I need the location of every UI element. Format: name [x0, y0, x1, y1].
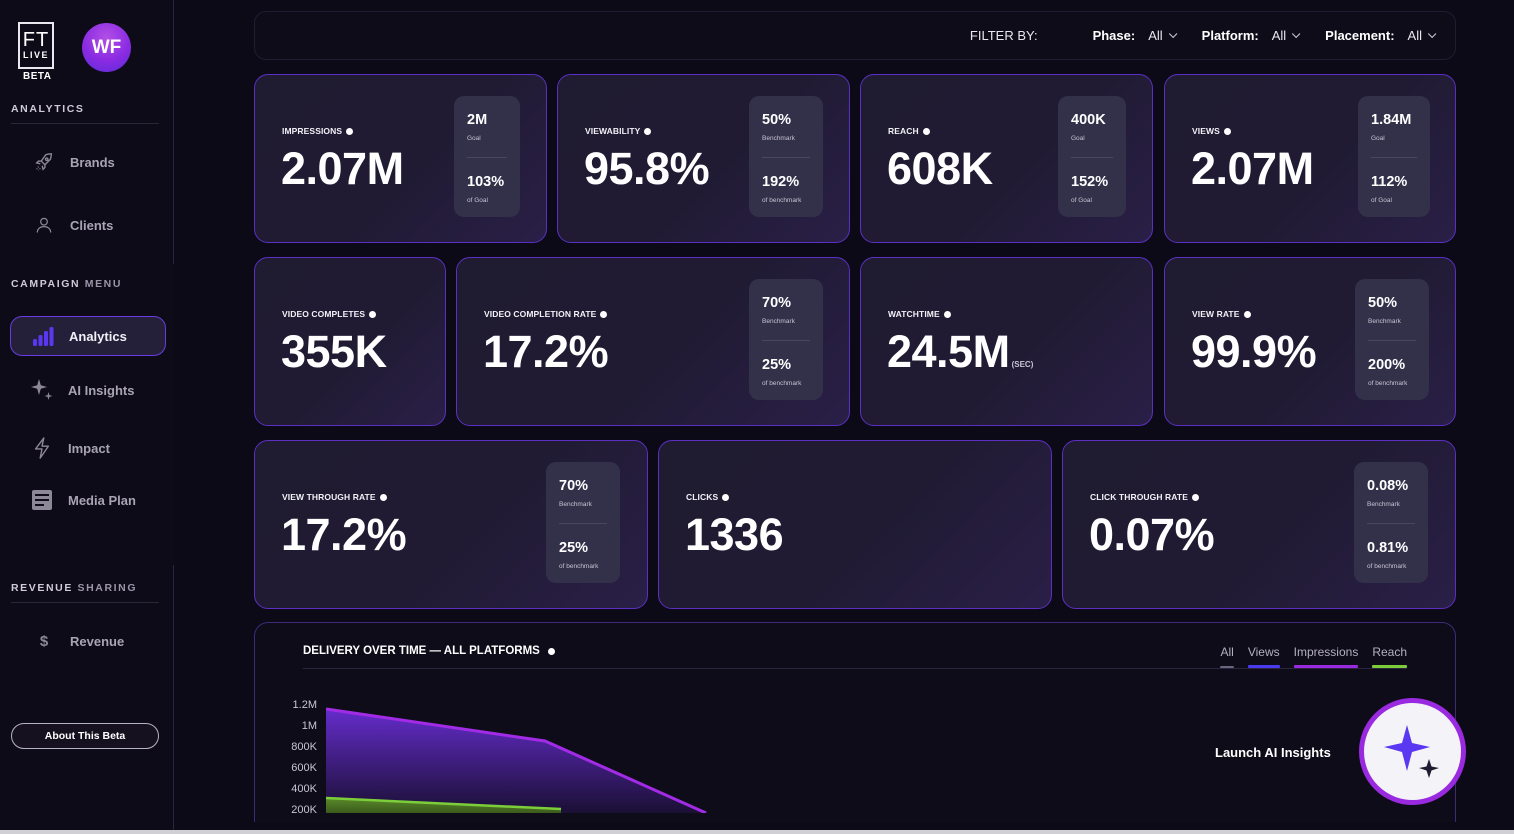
sidebar-item-clients[interactable]: Clients	[10, 205, 166, 245]
metric-value: 95.8%	[584, 143, 710, 194]
info-icon[interactable]	[346, 127, 354, 135]
rocket-icon	[32, 150, 56, 174]
metric-card-impressions: IMPRESSIONS 2.07M 2M Goal 103% of Goal	[254, 74, 547, 243]
phase-filter-dropdown[interactable]: Phase: All	[1093, 28, 1178, 43]
document-icon	[30, 488, 54, 512]
user-icon	[32, 213, 56, 237]
chevron-down-icon	[1168, 29, 1178, 38]
info-icon[interactable]	[369, 310, 377, 318]
chart-title: DELIVERY OVER TIME — ALL PLATFORMS	[303, 645, 555, 657]
lightning-icon	[30, 436, 54, 460]
section-title-campaign-menu: CAMPAIGN MENU	[11, 278, 123, 290]
section-title-analytics: ANALYTICS	[11, 103, 85, 115]
bar-chart-icon	[31, 324, 55, 348]
reach-line	[326, 796, 562, 811]
sidebar: FT LIVE BETA WF ANALYTICS Brands Clients…	[0, 0, 174, 834]
beta-badge: BETA	[23, 71, 52, 82]
sparkle-icon	[30, 378, 54, 402]
sidebar-item-media-plan[interactable]: Media Plan	[10, 480, 166, 520]
benchmark-panel: 0.08% Benchmark 0.81% of benchmark	[1354, 462, 1428, 583]
platform-filter-dropdown[interactable]: Platform: All	[1202, 28, 1301, 43]
metric-value: 608K	[887, 143, 993, 194]
launch-ai-insights-label[interactable]: Launch AI Insights	[1215, 745, 1331, 760]
window-bottom-edge	[0, 830, 1514, 834]
filter-by-label: FILTER BY:	[969, 28, 1038, 43]
metric-card-clicks: CLICKS 1336	[658, 440, 1052, 609]
sidebar-item-revenue[interactable]: $ Revenue	[10, 621, 166, 661]
ft-live-logo[interactable]: FT LIVE	[18, 22, 54, 69]
info-icon[interactable]	[1243, 310, 1251, 318]
y-axis: 1.2M 1M 800K 600K 400K 200K	[291, 699, 317, 816]
sidebar-item-ai-insights[interactable]: AI Insights	[10, 370, 166, 410]
info-icon[interactable]	[943, 310, 951, 318]
benchmark-panel: 50% Benchmark 200% of benchmark	[1355, 279, 1429, 400]
delivery-chart-panel: DELIVERY OVER TIME — ALL PLATFORMS All V…	[254, 622, 1456, 822]
sparkle-icon	[1383, 724, 1439, 778]
impressions-area	[326, 709, 706, 813]
legend-views[interactable]: Views	[1247, 645, 1280, 668]
metric-value: 17.2%	[483, 326, 609, 377]
sidebar-item-analytics[interactable]: Analytics	[10, 316, 166, 356]
chart-legend: All Views Impressions Reach	[1206, 645, 1407, 668]
info-icon[interactable]	[379, 493, 387, 501]
goal-panel: 2M Goal 103% of Goal	[454, 96, 520, 217]
section-divider	[11, 602, 159, 603]
goal-panel: 400K Goal 152% of Goal	[1058, 96, 1126, 217]
legend-reach[interactable]: Reach	[1372, 645, 1407, 668]
sidebar-item-brands[interactable]: Brands	[10, 142, 166, 182]
filter-bar: FILTER BY: Phase: All Platform: All Plac…	[254, 11, 1456, 60]
about-beta-button[interactable]: About This Beta	[11, 723, 159, 749]
metric-value: 0.07%	[1089, 509, 1215, 560]
placement-filter-dropdown[interactable]: Placement: All	[1325, 28, 1437, 43]
metric-card-click-through-rate: CLICK THROUGH RATE 0.07% 0.08% Benchmark…	[1062, 440, 1456, 609]
goal-panel: 1.84M Goal 112% of Goal	[1358, 96, 1430, 217]
legend-all[interactable]: All	[1220, 645, 1234, 668]
delivery-area-chart	[326, 707, 707, 813]
metric-card-video-completes: VIDEO COMPLETES 355K	[254, 257, 446, 426]
info-icon[interactable]	[547, 647, 555, 655]
metric-card-view-rate: VIEW RATE 99.9% 50% Benchmark 200% of be…	[1164, 257, 1456, 426]
section-divider	[11, 123, 159, 124]
metric-value: 24.5M (SEC)	[887, 326, 1034, 377]
impressions-line	[326, 707, 707, 813]
info-icon[interactable]	[600, 310, 608, 318]
metric-card-views: VIEWS 2.07M 1.84M Goal 112% of Goal	[1164, 74, 1456, 243]
metric-value: 17.2%	[281, 509, 407, 560]
metric-value: 2.07M	[281, 143, 404, 194]
benchmark-panel: 50% Benchmark 192% of benchmark	[749, 96, 823, 217]
metric-card-watchtime: WATCHTIME 24.5M (SEC)	[860, 257, 1153, 426]
dollar-icon: $	[39, 632, 49, 650]
client-logo[interactable]: WF	[82, 23, 131, 72]
metric-card-view-through-rate: VIEW THROUGH RATE 17.2% 70% Benchmark 25…	[254, 440, 648, 609]
info-icon[interactable]	[644, 127, 652, 135]
metric-card-video-completion-rate: VIDEO COMPLETION RATE 17.2% 70% Benchmar…	[456, 257, 850, 426]
benchmark-panel: 70% Benchmark 25% of benchmark	[546, 462, 620, 583]
chevron-down-icon	[1427, 29, 1437, 38]
sidebar-divider	[173, 0, 174, 264]
benchmark-panel: 70% Benchmark 25% of benchmark	[749, 279, 823, 400]
metric-value: 1336	[685, 509, 784, 560]
info-icon[interactable]	[922, 127, 930, 135]
info-icon[interactable]	[722, 493, 730, 501]
sidebar-divider	[173, 565, 174, 834]
launch-ai-insights-button[interactable]	[1359, 698, 1466, 805]
metric-card-reach: REACH 608K 400K Goal 152% of Goal	[860, 74, 1153, 243]
metric-value: 99.9%	[1191, 326, 1317, 377]
chevron-down-icon	[1292, 29, 1301, 38]
metric-value: 355K	[281, 326, 387, 377]
metric-card-viewability: VIEWABILITY 95.8% 50% Benchmark 192% of …	[557, 74, 850, 243]
legend-impressions[interactable]: Impressions	[1293, 645, 1359, 668]
info-icon[interactable]	[1223, 127, 1231, 135]
info-icon[interactable]	[1191, 493, 1199, 501]
sidebar-item-impact[interactable]: Impact	[10, 428, 166, 468]
section-title-revenue-sharing: REVENUE SHARING	[11, 582, 138, 594]
metric-value: 2.07M	[1191, 143, 1314, 194]
